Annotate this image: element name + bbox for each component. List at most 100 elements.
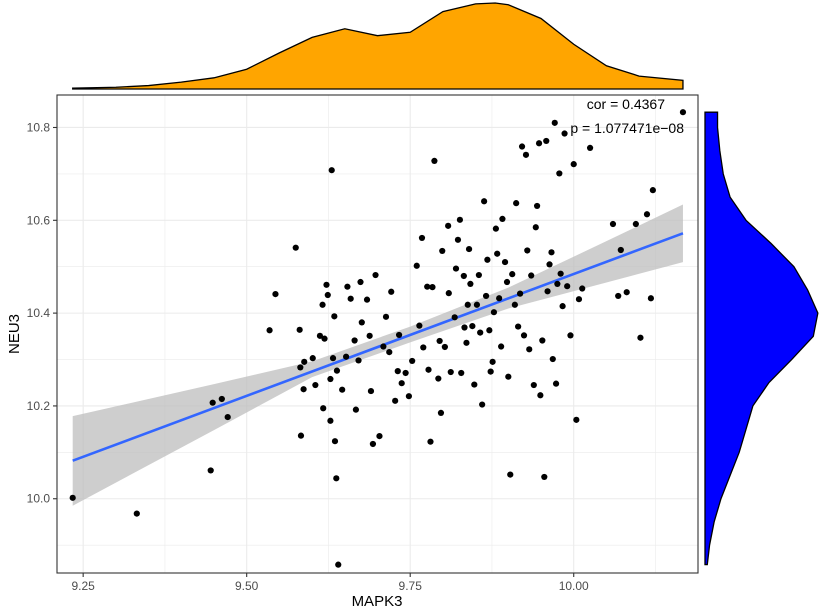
scatter-point [352, 406, 360, 413]
scatter-point [509, 271, 516, 278]
scatter-point [516, 290, 524, 297]
scatter-point [300, 386, 307, 393]
scatter-point [559, 303, 566, 310]
scatter-point [575, 296, 583, 303]
scatter-point [471, 381, 478, 388]
scatter-point [413, 262, 420, 269]
correlation-annotation: cor = 0.4367 [587, 96, 665, 112]
scatter-point [649, 187, 656, 194]
scatter-point [503, 278, 511, 286]
scatter-point [316, 332, 324, 339]
right-density-panel [704, 111, 819, 566]
scatter-point [530, 381, 537, 389]
scatter-point [570, 161, 577, 168]
scatter-point [331, 313, 338, 320]
scatter-point [367, 387, 375, 395]
y-axis-title: NEU3 [6, 314, 23, 354]
scatter-point [333, 475, 340, 482]
scatter-point [617, 246, 624, 254]
scatter-point [321, 335, 328, 342]
scatter-point [520, 332, 528, 339]
scatter-point [458, 369, 465, 377]
scatter-point [398, 380, 405, 387]
scatter-point [456, 216, 464, 223]
top-density-panel [72, 2, 684, 90]
scatter-point [405, 393, 412, 400]
scatter-point [494, 250, 501, 257]
y-tick-label: 10.2 [27, 399, 51, 413]
scatter-point [329, 355, 337, 362]
scatter-point [484, 256, 491, 263]
y-tick-label: 10.6 [27, 213, 51, 227]
scatter-point [296, 326, 303, 333]
scatter-point [209, 399, 216, 406]
scatter-point [386, 348, 393, 356]
scatter-point [518, 143, 526, 150]
scatter-point [552, 380, 560, 387]
y-tick-label: 10.0 [27, 492, 51, 506]
scatter-point [331, 438, 339, 445]
scatter-point [435, 375, 442, 382]
scatter-point [343, 353, 350, 360]
scatter-point [437, 409, 445, 416]
scatter-point [526, 346, 533, 353]
scatter-point [543, 137, 550, 145]
scatter-point [507, 471, 514, 478]
scatter-point [272, 290, 279, 298]
scatter-point [567, 332, 574, 339]
scatter-point [539, 337, 546, 344]
scatter-point [524, 247, 531, 254]
scatter-point [492, 225, 499, 232]
scatter-point [224, 413, 231, 421]
scatter-point [358, 319, 365, 326]
scatter-point [301, 358, 308, 365]
p-value-annotation: p = 1.077471e−08 [570, 120, 684, 136]
scatter-point [292, 244, 299, 251]
scatter-point [372, 271, 379, 279]
scatter-point [481, 198, 488, 205]
scatter-point [402, 369, 409, 377]
scatter-point [452, 265, 460, 272]
scatter-point [425, 366, 432, 373]
scatter-point [335, 561, 342, 568]
scatter-point [447, 368, 454, 376]
x-axis-ticks: 9.25 9.50 9.75 10.00 [71, 573, 589, 593]
scatter-point [445, 290, 452, 297]
scatter-point [498, 343, 505, 350]
scatter-point [513, 200, 520, 207]
scatter-point [479, 401, 486, 408]
scatter-point [133, 510, 140, 517]
scatter-point [366, 332, 373, 339]
scatter-point [546, 261, 553, 268]
scatter-point [445, 222, 452, 229]
scatter-point [339, 386, 346, 393]
scatter-point [327, 375, 334, 383]
scatter-point [463, 339, 470, 346]
scatter-point [324, 291, 331, 299]
x-tick-label: 9.25 [71, 579, 95, 593]
scatter-point [535, 140, 543, 147]
scatter-point [451, 314, 458, 321]
scatter-point [554, 280, 561, 287]
scatter-point [465, 245, 473, 253]
x-tick-label: 9.50 [235, 579, 259, 593]
scatter-point [544, 288, 551, 295]
scatter-point [469, 323, 476, 330]
scatter-point [392, 397, 399, 404]
plot-panel-background [57, 95, 698, 573]
scatter-point [511, 301, 518, 308]
scatter-point [369, 440, 377, 448]
scatter-point [320, 405, 327, 412]
scatter-point [418, 234, 426, 242]
scatter-point [528, 272, 535, 279]
scatter-point [323, 281, 330, 288]
regression-line [72, 232, 684, 462]
scatter-point [632, 220, 639, 228]
scatter-point [573, 416, 580, 423]
scatter-point [496, 295, 503, 302]
scatter-point [464, 301, 471, 308]
scatter-point [579, 285, 586, 292]
scatter-point [623, 289, 630, 296]
scatter-point [431, 157, 438, 164]
top-density-curve [72, 2, 684, 90]
